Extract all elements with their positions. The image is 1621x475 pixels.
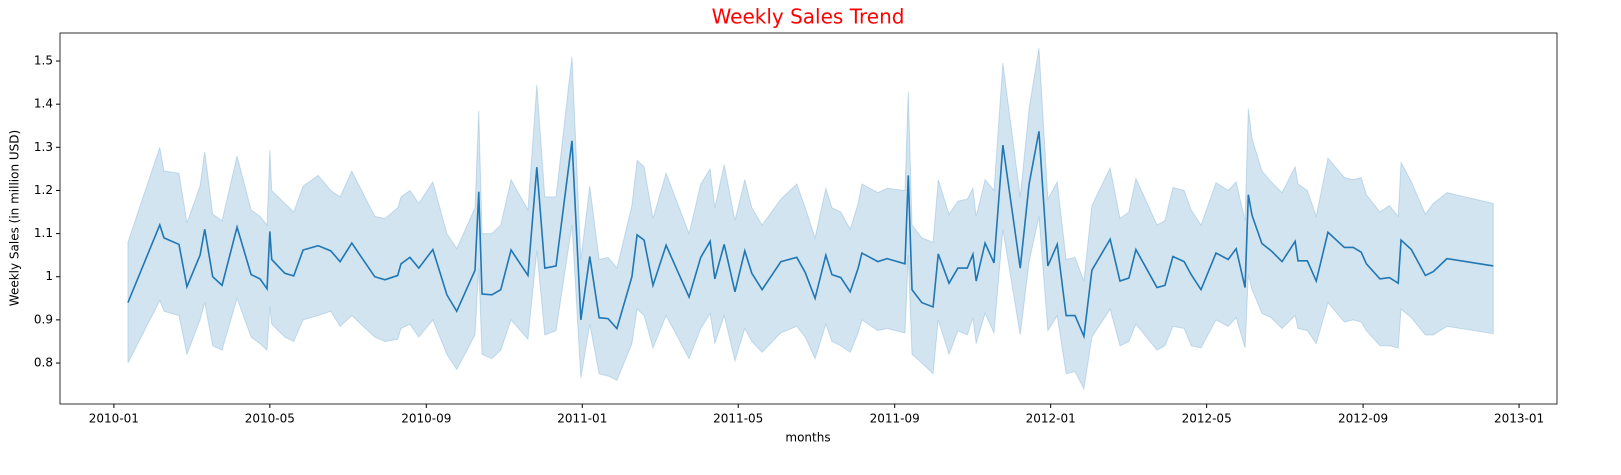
y-tick-label: 1.4 (34, 97, 53, 111)
y-tick-label: 1.1 (34, 226, 53, 240)
y-tick-label: 1.2 (34, 183, 53, 197)
x-tick-label: 2010-09 (401, 412, 451, 426)
x-tick-label: 2012-05 (1182, 412, 1232, 426)
x-tick-label: 2011-09 (870, 412, 920, 426)
x-axis-label: months (785, 431, 830, 445)
plot-area (127, 48, 1494, 391)
y-tick-label: 1.3 (34, 140, 53, 154)
y-tick-label: 0.9 (34, 312, 53, 326)
y-tick-label: 0.8 (34, 356, 53, 370)
confidence-band (127, 48, 1494, 391)
y-axis-label: Weekly Sales (in million USD) (8, 130, 22, 306)
x-tick-label: 2011-01 (557, 412, 607, 426)
x-tick-label: 2011-05 (713, 412, 763, 426)
y-tick-label: 1 (45, 269, 53, 283)
y-tick-label: 1.5 (34, 54, 53, 68)
chart-title: Weekly Sales Trend (712, 5, 905, 29)
x-tick-label: 2013-01 (1494, 412, 1544, 426)
line (127, 131, 1494, 340)
axes-frame (59, 32, 1558, 405)
x-tick-label: 2012-09 (1338, 412, 1388, 426)
x-tick-label: 2010-01 (89, 412, 139, 426)
x-tick-label: 2012-01 (1026, 412, 1076, 426)
x-tick-label: 2010-05 (245, 412, 295, 426)
